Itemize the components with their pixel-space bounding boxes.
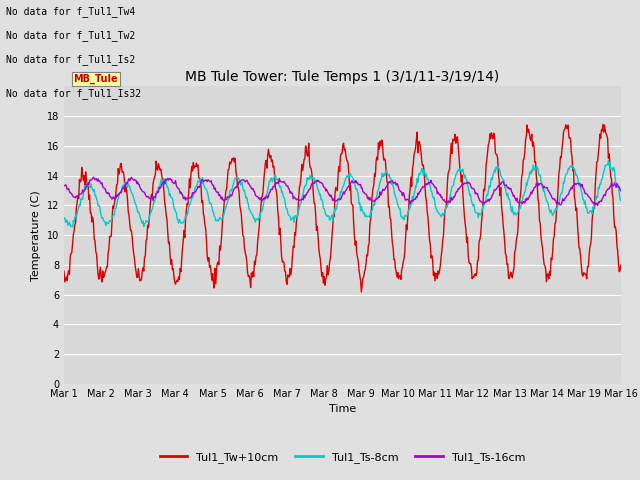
Text: No data for f_Tul1_Is32: No data for f_Tul1_Is32 bbox=[6, 88, 141, 99]
Text: No data for f_Tul1_Is2: No data for f_Tul1_Is2 bbox=[6, 54, 136, 65]
Title: MB Tule Tower: Tule Temps 1 (3/1/11-3/19/14): MB Tule Tower: Tule Temps 1 (3/1/11-3/19… bbox=[185, 70, 500, 84]
Y-axis label: Temperature (C): Temperature (C) bbox=[31, 190, 41, 281]
X-axis label: Time: Time bbox=[329, 405, 356, 414]
Legend: Tul1_Tw+10cm, Tul1_Ts-8cm, Tul1_Ts-16cm: Tul1_Tw+10cm, Tul1_Ts-8cm, Tul1_Ts-16cm bbox=[155, 448, 530, 468]
Text: No data for f_Tul1_Tw4: No data for f_Tul1_Tw4 bbox=[6, 6, 136, 17]
Text: MB_Tule: MB_Tule bbox=[74, 73, 118, 84]
Text: No data for f_Tul1_Tw2: No data for f_Tul1_Tw2 bbox=[6, 30, 136, 41]
